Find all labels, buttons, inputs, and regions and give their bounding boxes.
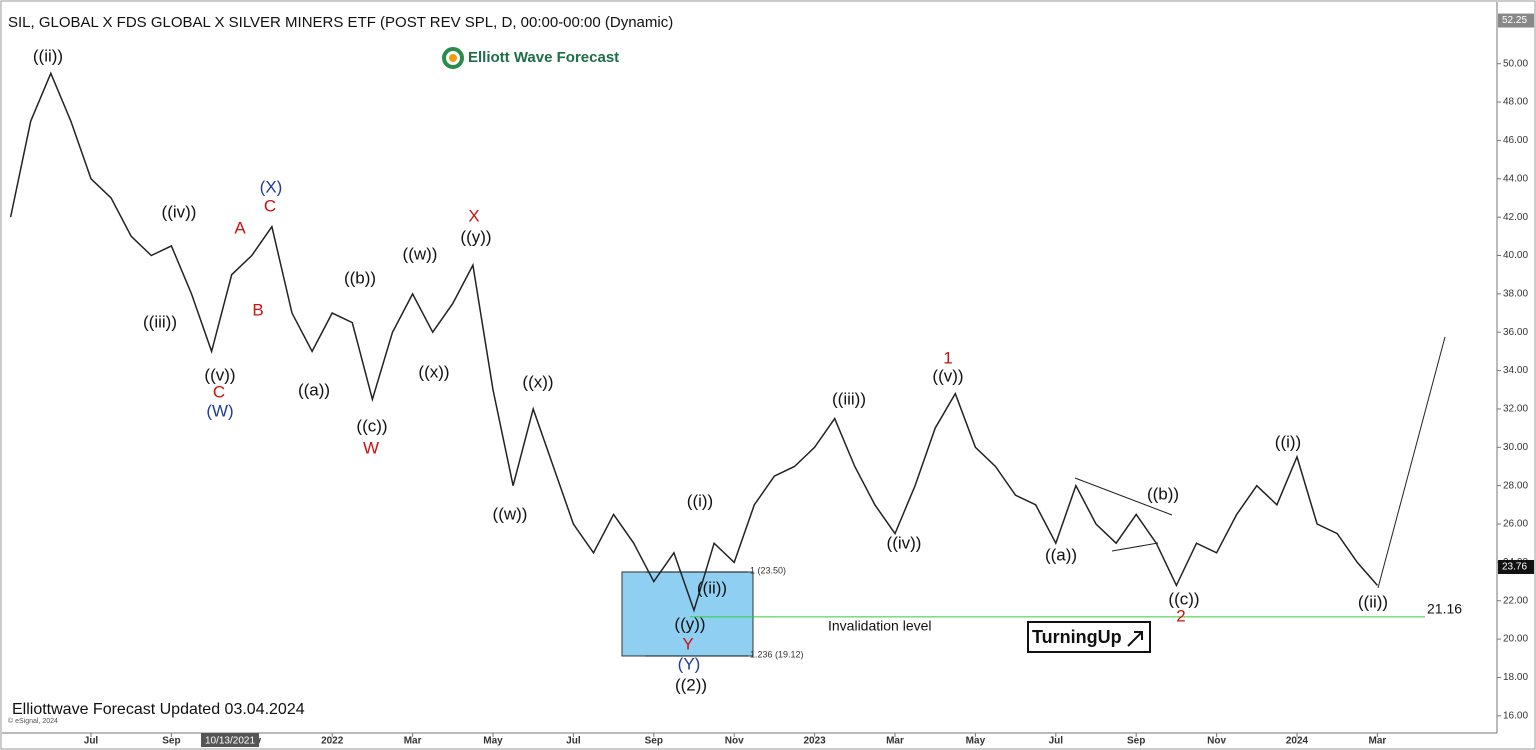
wave-label: ((iv)): [162, 202, 197, 221]
wave-label: ((w)): [493, 504, 528, 523]
wave-label: A: [234, 218, 246, 237]
x-tick-label: Mar: [404, 736, 422, 747]
footer: Elliottwave Forecast Updated 03.04.2024: [12, 701, 305, 718]
wave-label: ((b)): [1147, 484, 1179, 503]
wave-label: ((v)): [204, 365, 235, 384]
x-tick-label: 2024: [1286, 736, 1309, 747]
x-tick-label: Sep: [1127, 736, 1145, 747]
chart-title: SIL, GLOBAL X FDS GLOBAL X SILVER MINERS…: [8, 14, 673, 31]
axis-top-label: 52.25: [1502, 15, 1527, 26]
badge-arrow: [1127, 631, 1143, 647]
wave-label: ((iii)): [143, 312, 177, 331]
badge-text: TurningUp: [1032, 627, 1122, 647]
wave-label: ((x)): [418, 362, 449, 381]
x-tick-label: 2023: [803, 736, 826, 747]
invalidation-value: 21.16: [1427, 601, 1462, 617]
wave-label: (X): [260, 177, 283, 196]
x-tick-label: Jul: [1049, 736, 1064, 747]
cursor-date-box: [201, 733, 259, 747]
wave-label: ((a)): [298, 380, 330, 399]
fib-label: 1.236 (19.12): [750, 649, 804, 659]
wave-label: (Y): [678, 654, 701, 673]
wave-label: W: [363, 438, 379, 457]
y-tick-label: 44.00: [1503, 173, 1528, 184]
wave-label: ((c)): [1168, 589, 1199, 608]
logo-icon: [442, 47, 464, 69]
wave-label: ((a)): [1045, 545, 1077, 564]
wave-label: ((i)): [1275, 432, 1301, 451]
logo-icon-dot: [449, 54, 457, 62]
triangle-upper: [1074, 477, 1173, 516]
wave-label: ((iii)): [832, 389, 866, 408]
wave-label: C: [213, 382, 225, 401]
y-tick-label: 18.00: [1503, 672, 1528, 683]
wave-label: ((c)): [356, 416, 387, 435]
x-tick-label: Mar: [1369, 736, 1387, 747]
y-tick-label: 32.00: [1503, 404, 1528, 415]
wave-label: ((ii)): [33, 46, 63, 65]
y-tick-label: 50.00: [1503, 58, 1528, 69]
wave-label: C: [264, 196, 276, 215]
axis-top-box: [1498, 13, 1534, 28]
wave-label: B: [252, 300, 263, 319]
wave-label: ((iv)): [887, 533, 922, 552]
price-line: [9, 71, 1378, 613]
wave-label: 2: [1176, 606, 1185, 625]
y-tick-label: 22.00: [1503, 595, 1528, 606]
x-tick-label: Mar: [886, 736, 904, 747]
x-tick-label: Nov: [725, 736, 744, 747]
cursor-date: 10/13/2021: [205, 736, 255, 747]
x-tick-label: Sep: [645, 736, 663, 747]
triangle-lower: [1111, 542, 1159, 552]
wave-label: ((ii)): [697, 578, 727, 597]
x-tick-label: Sep: [162, 736, 180, 747]
x-tick-label: 2022: [321, 736, 344, 747]
fib-label: 1 (23.50): [750, 565, 786, 575]
projection-line: [1377, 336, 1446, 589]
y-tick-label: 48.00: [1503, 97, 1528, 108]
y-tick-label: 40.00: [1503, 250, 1528, 261]
logo-text: Elliott Wave Forecast: [468, 49, 619, 66]
wave-label: ((2)): [675, 675, 707, 694]
wave-label: ((x)): [522, 372, 553, 391]
wave-label: X: [468, 206, 479, 225]
wave-label: (W): [206, 401, 233, 420]
y-tick-label: 34.00: [1503, 365, 1528, 376]
y-tick-label: 42.00: [1503, 212, 1528, 223]
invalidation-text: Invalidation level: [828, 618, 932, 634]
wave-label: Y: [682, 634, 693, 653]
wave-label: ((y)): [674, 614, 705, 633]
current-price-box: [1498, 559, 1534, 574]
y-tick-label: 26.00: [1503, 519, 1528, 530]
y-tick-label: 16.00: [1503, 710, 1528, 721]
wave-label: ((i)): [687, 491, 713, 510]
y-tick-label: 28.00: [1503, 480, 1528, 491]
y-tick-label: 46.00: [1503, 135, 1528, 146]
wave-label: ((ii)): [1358, 592, 1388, 611]
badge-box: [1027, 621, 1151, 653]
y-tick-label: 38.00: [1503, 289, 1528, 300]
wave-label: 1: [943, 348, 952, 367]
y-tick-label: 20.00: [1503, 634, 1528, 645]
x-tick-label: May: [483, 736, 503, 747]
x-tick-label: May: [966, 736, 986, 747]
current-price-label: 23.76: [1502, 562, 1527, 573]
x-tick-label: Nov: [1207, 736, 1226, 747]
x-tick-label: Jul: [566, 736, 581, 747]
y-tick-label: 30.00: [1503, 442, 1528, 453]
logo: Elliott Wave Forecast: [442, 47, 619, 69]
copyright: © eSignal, 2024: [8, 717, 58, 725]
x-tick-label: Jul: [84, 736, 99, 747]
y-tick-label: 36.00: [1503, 327, 1528, 338]
wave-label: ((y)): [460, 227, 491, 246]
wave-label: ((v)): [932, 366, 963, 385]
wave-label: ((b)): [344, 268, 376, 287]
wave-label: ((w)): [403, 244, 438, 263]
